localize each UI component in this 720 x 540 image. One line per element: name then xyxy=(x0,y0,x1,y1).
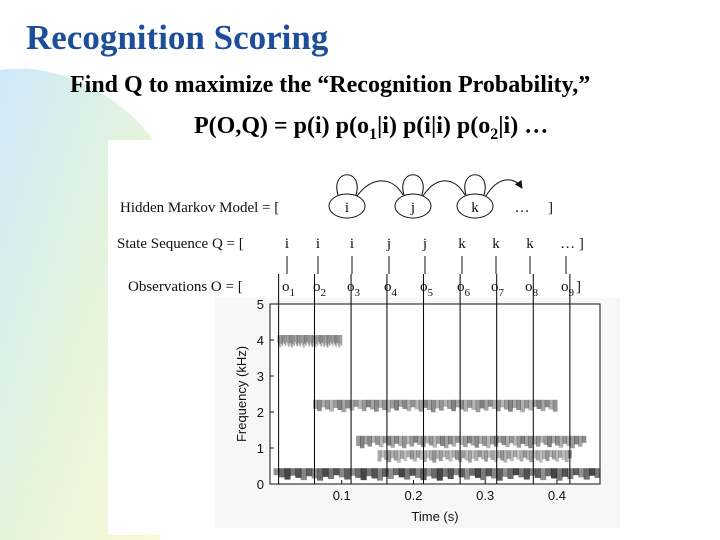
energy-band xyxy=(377,450,572,463)
self-loop-i xyxy=(336,174,358,196)
observation-item: o4 xyxy=(384,279,398,299)
x-tick-label: 0.3 xyxy=(476,488,494,503)
hmm-state-i-node xyxy=(328,193,366,219)
energy-band xyxy=(313,399,558,413)
state-seq-item: i xyxy=(316,236,320,252)
y-axis-ticks: 0 1 2 3 4 5 xyxy=(257,297,274,492)
hmm-state-j: j xyxy=(410,200,415,216)
y-tick-label: 3 xyxy=(257,369,264,384)
hmm-state-k-node xyxy=(456,193,494,219)
self-loop-j xyxy=(402,174,424,196)
state-sequence-label: State Sequence Q = [ xyxy=(117,236,244,252)
y-axis-label: Frequency (kHz) xyxy=(234,346,249,442)
spectrogram: 0 1 2 3 4 5 0.1 0.2 0.3 0.4 Frequency (kHz) Time… xyxy=(215,274,620,528)
y-tick-label: 1 xyxy=(257,441,264,456)
state-seq-item: … ] xyxy=(560,236,584,252)
plot-frame xyxy=(269,303,601,485)
slide-text-line-1: Find Q to maximize the “Recognition Prob… xyxy=(70,72,591,98)
observation-item: o6 xyxy=(457,279,471,299)
x-tick-label: 0.1 xyxy=(333,488,351,503)
energy-band xyxy=(273,468,601,481)
probability-formula: P(O,Q) = p(i) p(o1|i) p(i|i) p(o2|i) … xyxy=(194,113,548,144)
state-seq-item: k xyxy=(526,236,534,252)
y-tick-label: 4 xyxy=(257,333,264,348)
x-tick-label: 0.4 xyxy=(548,488,566,503)
hmm-state-ellipsis: … xyxy=(515,200,530,216)
y-tick-label: 5 xyxy=(257,297,264,312)
self-loop-k xyxy=(464,174,486,196)
state-seq-item: j xyxy=(422,236,427,252)
y-tick-label: 2 xyxy=(257,405,264,420)
formula-sub-2: 2 xyxy=(490,125,499,143)
observation-item: o5 xyxy=(420,279,434,299)
state-seq-item: k xyxy=(458,236,466,252)
observations-close-bracket: ] xyxy=(576,279,581,295)
transition-k-next xyxy=(485,179,523,197)
y-tick-label: 0 xyxy=(257,477,264,492)
energy-bands xyxy=(273,335,601,481)
energy-band xyxy=(356,435,587,449)
observations-label: Observations O = [ xyxy=(128,279,243,295)
energy-band xyxy=(277,335,343,348)
hmm-state-k: k xyxy=(471,200,479,216)
state-observation-connectors xyxy=(286,256,567,274)
transition-i-j xyxy=(356,180,404,197)
x-tick-label: 0.2 xyxy=(404,488,422,503)
x-axis-label: Time (s) xyxy=(411,509,458,524)
state-seq-item: j xyxy=(386,236,391,252)
observation-item: o1 xyxy=(282,279,295,299)
state-seq-item: i xyxy=(285,236,289,252)
state-seq-item: i xyxy=(350,236,354,252)
formula-part-1: P(O,Q) = p(i) p(o xyxy=(194,113,369,139)
observation-item: o2 xyxy=(313,279,326,299)
hmm-label: Hidden Markov Model = [ xyxy=(120,200,279,216)
observation-item: o9 xyxy=(561,279,575,299)
observation-item: o8 xyxy=(525,279,539,299)
slide-title: Recognition Scoring xyxy=(26,18,329,57)
observation-item: o3 xyxy=(347,279,361,299)
hmm-close-bracket: ] xyxy=(548,200,553,216)
transition-j-k xyxy=(422,180,466,197)
state-sequence: i i i j j k k k … ] xyxy=(285,236,584,252)
state-seq-item: k xyxy=(492,236,500,252)
observation-item: o7 xyxy=(491,279,505,299)
formula-part-2: |i) p(i|i) p(o xyxy=(377,113,491,139)
hmm-state-j-node xyxy=(394,193,432,219)
formula-sub-1: 1 xyxy=(369,125,377,143)
observation-sequence: o1 o2 o3 o4 o5 o6 o7 o8 o9 xyxy=(282,279,575,299)
formula-part-3: |i) … xyxy=(498,113,549,139)
x-axis-ticks: 0.1 0.2 0.3 0.4 xyxy=(333,480,566,503)
hmm-state-i: i xyxy=(345,200,349,216)
frame-boundaries xyxy=(278,274,571,484)
